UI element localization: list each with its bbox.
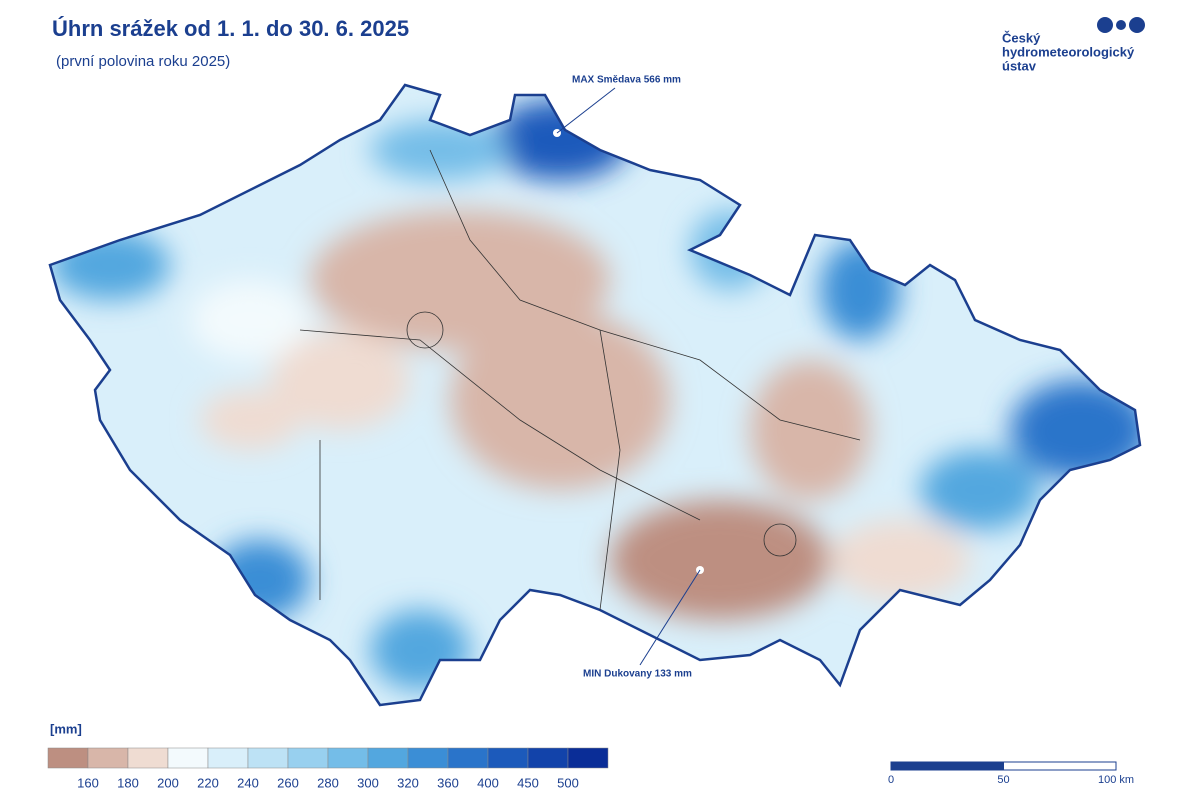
legend-unit: [mm] (50, 721, 82, 736)
legend-swatch (487, 747, 529, 769)
legend-tick-label: 220 (197, 775, 219, 790)
legend-tick-label: 240 (237, 775, 259, 790)
legend-swatch (287, 747, 329, 769)
region-borders (299, 149, 861, 611)
scale-segment (1003, 761, 1117, 771)
legend-tick-label: 450 (517, 775, 539, 790)
legend-swatch (127, 747, 169, 769)
legend-tick-label: 360 (437, 775, 459, 790)
legend-tick-label: 200 (157, 775, 179, 790)
legend-swatch (367, 747, 409, 769)
precipitation-map (50, 85, 1140, 705)
legend-swatch (407, 747, 449, 769)
legend-swatch (447, 747, 489, 769)
logo-text: ústav (1002, 58, 1037, 73)
logo-text: Český (1002, 30, 1041, 45)
min-label: MIN Dukovany 133 mm (583, 669, 692, 680)
legend-tick-label: 300 (357, 775, 379, 790)
logo: Český hydrometeorologický ústav (1002, 17, 1145, 73)
legend-swatch (167, 747, 209, 769)
legend-swatch (327, 747, 369, 769)
legend-tick-label: 260 (277, 775, 299, 790)
legend-swatch (527, 747, 569, 769)
legend-tick-label: 500 (557, 775, 579, 790)
scale-label: 0 (888, 774, 894, 786)
legend: 160 180 200 220 240 260 280 300 320 360 400 450 500 (47, 747, 609, 790)
title: Úhrn srážek od 1. 1. do 30. 6. 2025 (52, 16, 409, 41)
legend-swatch (207, 747, 249, 769)
max-label: MAX Smědava 566 mm (572, 75, 681, 86)
subtitle: (první polovina roku 2025) (56, 53, 230, 70)
legend-swatch (247, 747, 289, 769)
legend-swatch (47, 747, 89, 769)
logo-text: hydrometeorologický (1002, 44, 1135, 59)
scale-segment (890, 761, 1004, 771)
min-leader (639, 569, 701, 666)
legend-tick-label: 160 (77, 775, 99, 790)
legend-tick-label: 180 (117, 775, 139, 790)
legend-tick-label: 400 (477, 775, 499, 790)
legend-swatch (567, 747, 609, 769)
scale-label: 50 (997, 774, 1009, 786)
legend-tick-label: 320 (397, 775, 419, 790)
scale-bar: 0 50 100 km (888, 761, 1134, 786)
scale-label: 100 km (1098, 774, 1134, 786)
legend-swatch (87, 747, 129, 769)
max-leader (556, 87, 616, 134)
legend-tick-label: 280 (317, 775, 339, 790)
